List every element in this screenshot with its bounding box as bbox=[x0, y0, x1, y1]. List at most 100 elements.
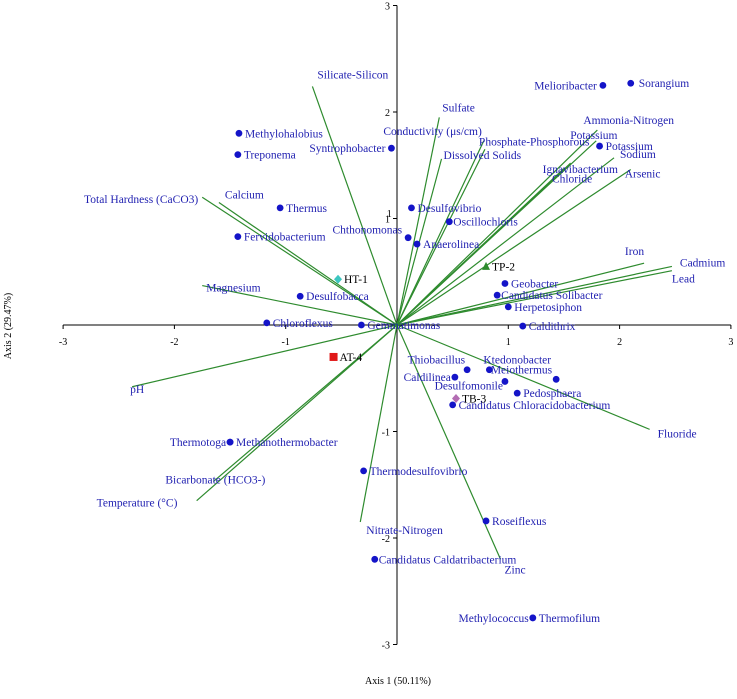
taxon-label-pedosphaera: Pedosphaera bbox=[523, 388, 581, 400]
y-tick-label: 2 bbox=[385, 108, 390, 119]
sample-marker-tp-2 bbox=[482, 261, 491, 270]
taxon-label-syntrophobacter: Syntrophobacter bbox=[309, 143, 385, 155]
taxon-label-thermodesulfovibrio: Thermodesulfovibrio bbox=[370, 466, 468, 478]
sample-marker-ht-1 bbox=[334, 274, 343, 284]
vector-label-bicarbonate-hco3: Bicarbonate (HCO3-) bbox=[165, 475, 265, 487]
taxon-point-herpetosiphon bbox=[504, 303, 512, 311]
labels-group: 1 Silicate-Silicon Sulfate Conductivity (μs… bbox=[84, 69, 725, 624]
taxon-point-oscillochloris bbox=[445, 218, 453, 226]
taxon-label-caldilinea: Caldilinea bbox=[404, 372, 451, 384]
y-tick-label: -3 bbox=[382, 641, 390, 652]
taxon-label-oscillochloris: Oscillochloris bbox=[453, 217, 518, 229]
taxon-label-treponema: Treponema bbox=[244, 150, 296, 162]
x-tick-label: -3 bbox=[59, 337, 67, 348]
taxon-label-candidatus-chloracidobacterium: Candidatus Chloracidobacterium bbox=[459, 400, 611, 412]
taxon-label-desulfomonile: Desulfomonile bbox=[435, 380, 503, 392]
x-tick-label: -2 bbox=[170, 337, 178, 348]
taxon-label-fervidobacterium: Fervidobacterium bbox=[244, 232, 326, 244]
vector-ph bbox=[131, 324, 398, 388]
vector-label-ammonia-nitrogen: Ammonia-Nitrogen bbox=[583, 115, 674, 127]
taxon-point-desulfobacca bbox=[296, 292, 304, 300]
taxon-label-gemmatimonas: Gemmatimonas bbox=[367, 320, 440, 332]
taxon-point-candidatus-solibacter bbox=[493, 291, 501, 299]
vector-silicate-silicon bbox=[311, 86, 398, 326]
taxon-point-thermus bbox=[276, 204, 284, 212]
taxon-label-thiobacillus: Thiobacillus bbox=[408, 355, 466, 367]
taxon-label-potassium: Potassium bbox=[606, 141, 653, 153]
vector-label-silicate-silicon: Silicate-Silicon bbox=[317, 69, 388, 81]
vector-phosphate-phosphorous bbox=[396, 149, 486, 326]
vector-label-magnesium: Magnesium bbox=[206, 283, 260, 295]
vector-ammonia-nitrogen bbox=[396, 129, 598, 326]
vector-label-iron: Iron bbox=[625, 246, 644, 258]
x-tick-label: 2 bbox=[617, 337, 622, 348]
taxon-point-melioribacter bbox=[599, 81, 607, 89]
sample-label-at-4: AT-4 bbox=[340, 352, 363, 364]
samples-group bbox=[329, 261, 491, 403]
vector-sulfate bbox=[396, 117, 440, 326]
x-axis-title: Axis 1 (50.11%) bbox=[365, 676, 431, 687]
taxon-label-thermofilum: Thermofilum bbox=[539, 613, 600, 625]
vector-label-zinc: Zinc bbox=[505, 564, 526, 576]
vector-label-lead: Lead bbox=[672, 274, 695, 286]
vector-label-temperature-c: Temperature (°C) bbox=[97, 498, 178, 510]
vectors-group bbox=[131, 86, 673, 560]
taxon-label-chthonomonas: Chthonomonas bbox=[332, 225, 402, 237]
taxon-label-candidatus-caldatribacterium: Candidatus Caldatribacterium bbox=[379, 554, 517, 566]
taxon-point-meiothermus bbox=[552, 375, 560, 383]
taxon-point-sorangium bbox=[627, 79, 635, 87]
vector-label-nitrate-nitrogen: Nitrate-Nitrogen bbox=[366, 525, 443, 537]
taxon-label-desulfovibrio: Desulfovibrio bbox=[417, 203, 481, 215]
taxon-point-thermofilum bbox=[529, 614, 537, 622]
vector-label-fluoride: Fluoride bbox=[658, 428, 697, 440]
y-tick-label: 1 bbox=[385, 215, 390, 226]
vector-iron bbox=[396, 262, 645, 326]
taxon-point-caldilinea bbox=[451, 373, 459, 381]
sample-marker-tb-3 bbox=[451, 393, 460, 403]
taxon-point-caldithrix bbox=[519, 322, 527, 330]
taxon-label-chloroflexus: Chloroflexus bbox=[273, 318, 334, 330]
vector-nitrate-nitrogen bbox=[359, 324, 398, 523]
taxon-label-thermotoga: Thermotoga bbox=[170, 437, 226, 449]
vector-lead bbox=[396, 270, 673, 326]
annotation-1: 1 bbox=[387, 209, 392, 220]
taxon-label-ktedonobacter: Ktedonobacter bbox=[483, 355, 551, 367]
taxon-point-syntrophobacter bbox=[388, 144, 395, 152]
y-tick-label: -1 bbox=[382, 428, 390, 439]
vector-label-cadmium: Cadmium bbox=[680, 257, 725, 269]
vector-label-dissolved-solids: Dissolved Solids bbox=[444, 150, 522, 162]
x-tick-label: 1 bbox=[506, 337, 511, 348]
vector-label-calcium: Calcium bbox=[225, 190, 264, 202]
taxon-point-roseiflexus bbox=[482, 517, 490, 525]
vector-total-hardness-caco3 bbox=[201, 196, 398, 326]
sample-marker-at-4 bbox=[329, 352, 338, 361]
taxon-point-potassium bbox=[596, 142, 603, 150]
taxon-point-pedosphaera bbox=[513, 389, 521, 397]
vector-magnesium bbox=[202, 285, 398, 326]
taxon-label-thermus: Thermus bbox=[286, 203, 327, 215]
taxon-label-herpetosiphon: Herpetosiphon bbox=[514, 302, 582, 314]
taxon-point-thiobacillus bbox=[463, 366, 471, 374]
taxon-point-gemmatimonas bbox=[357, 321, 365, 329]
taxon-point-candidatus-chloracidobacterium bbox=[449, 401, 457, 409]
vector-arsenic bbox=[396, 169, 632, 326]
y-axis-title: Axis 2 (29.47%) bbox=[3, 293, 14, 359]
vector-calcium bbox=[218, 202, 398, 326]
vector-conductivity-s-cm bbox=[396, 140, 485, 326]
taxon-label-sorangium: Sorangium bbox=[639, 78, 690, 90]
taxon-point-desulfovibrio bbox=[408, 204, 415, 212]
vector-label-phosphate-phosphorous: Phosphate-Phosphorous bbox=[479, 136, 590, 148]
taxon-point-treponema bbox=[234, 151, 242, 159]
vector-label-potassium: Potassium bbox=[570, 130, 617, 142]
taxa-group bbox=[226, 79, 635, 622]
taxon-label-methylohalobius: Methylohalobius bbox=[245, 128, 323, 140]
sample-label-ht-1: HT-1 bbox=[344, 274, 368, 286]
taxon-point-methylohalobius bbox=[235, 129, 243, 137]
taxon-point-thermodesulfovibrio bbox=[360, 467, 368, 475]
vector-label-sodium: Sodium bbox=[620, 149, 656, 161]
sample-label-tb-3: TB-3 bbox=[462, 393, 487, 405]
y-tick-label: 3 bbox=[385, 2, 390, 13]
taxon-label-anaerolinea: Anaerolinea bbox=[423, 239, 479, 251]
